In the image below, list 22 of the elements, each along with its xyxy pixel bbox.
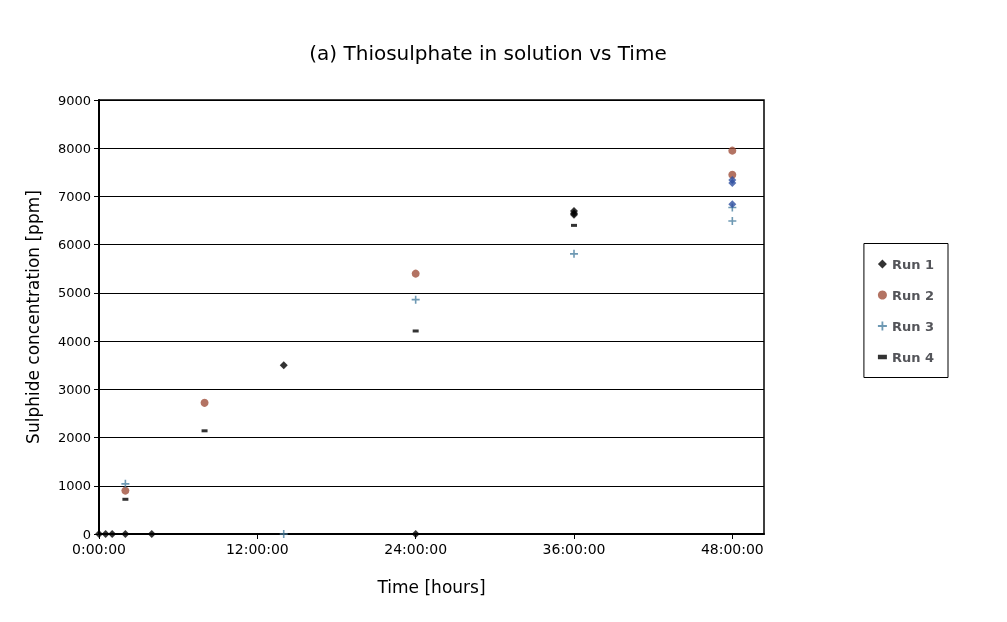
y-tick-label: 0 (82, 526, 91, 542)
x-tick-label: 24:00:00 (384, 541, 448, 557)
y-tick-label: 6000 (57, 237, 91, 253)
legend-label: Run 1 (891, 256, 934, 272)
y-tick-label: 2000 (57, 430, 91, 446)
y-tick-label: 7000 (57, 188, 91, 204)
y-tick-label: 5000 (57, 285, 91, 301)
x-tick-label: 0:00:00 (72, 541, 126, 557)
y-tick-label: 3000 (57, 381, 91, 397)
legend-label: Run 4 (891, 349, 934, 365)
legend-label: Run 3 (891, 318, 934, 334)
x-axis-title: Time [hours] (376, 576, 486, 597)
y-tick-label: 4000 (57, 333, 91, 349)
x-tick-label: 12:00:00 (225, 541, 289, 557)
chart-title: (a) Thiosulphate in solution vs Time (309, 41, 667, 65)
y-tick-label: 8000 (57, 140, 91, 156)
x-tick-label: 36:00:00 (542, 541, 606, 557)
y-tick-label: 9000 (57, 92, 91, 108)
x-tick-label: 48:00:00 (700, 541, 764, 557)
y-tick-label: 1000 (57, 478, 91, 494)
legend-label: Run 2 (891, 287, 934, 303)
y-axis-title: Sulphide concentration [ppm] (22, 190, 43, 444)
